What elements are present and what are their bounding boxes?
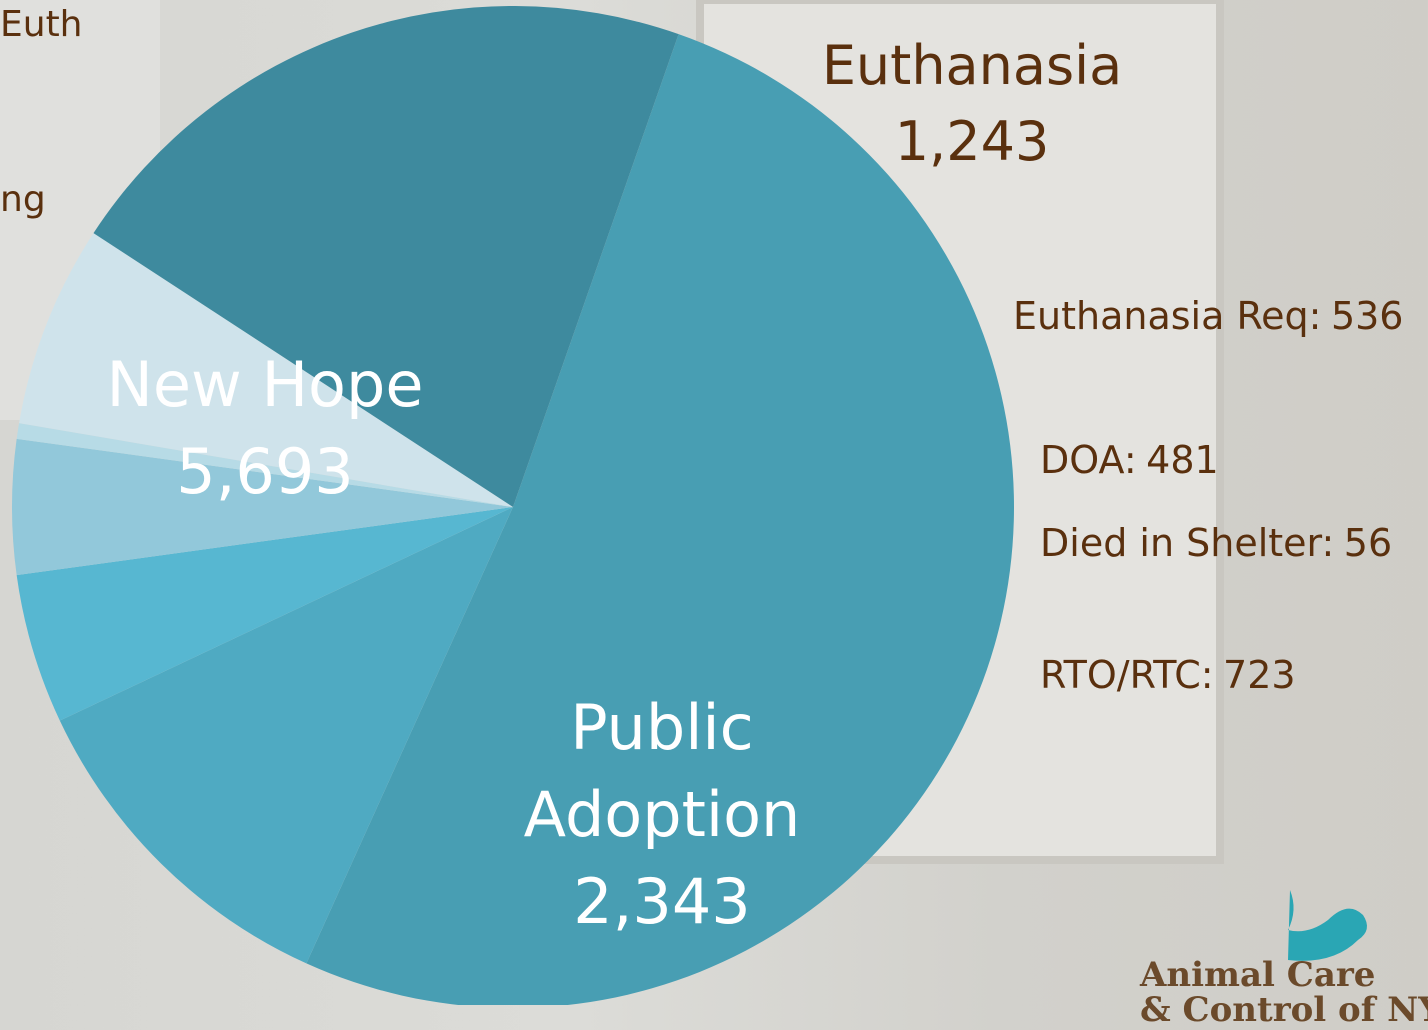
cropped-label: ng [0, 179, 46, 220]
slice-label: Euthanasia Req: 536 [1013, 290, 1403, 343]
pie-slice [16, 423, 514, 507]
slice-label: Died in Shelter: 56 [1040, 517, 1392, 570]
category-label: Died in Shelter: [1040, 521, 1335, 565]
category-label: Euthanasia [821, 34, 1123, 97]
slice-label: DOA: 481 [1040, 434, 1219, 487]
slice-label: Public Adoption 2,343 [502, 685, 822, 945]
pie-slice [59, 507, 514, 964]
pie-chart [11, 6, 1014, 1005]
value-label: 723 [1223, 653, 1296, 697]
category-label: Public Adoption [523, 691, 801, 851]
slice-label: New Hope 5,693 [55, 342, 475, 516]
category-label: New Hope [106, 348, 424, 421]
category-label: RTO/RTC: [1040, 653, 1214, 697]
value-label: 56 [1343, 521, 1393, 565]
logo-dog [1288, 890, 1367, 961]
pie-slice [19, 233, 513, 507]
slice-label: Euthanasia 1,243 [762, 28, 1182, 179]
pie-slice [16, 507, 513, 721]
value-label: 536 [1330, 294, 1404, 338]
cropped-label: Euth [0, 4, 83, 45]
value-label: 5,693 [176, 434, 354, 508]
value-label: 481 [1146, 438, 1219, 482]
pie-slice [306, 34, 1014, 1005]
slice-label: RTO/RTC: 723 [1040, 649, 1296, 702]
category-label: Euthanasia Req: [1013, 294, 1322, 338]
value-label: 1,243 [894, 109, 1050, 173]
pie-slice [93, 6, 679, 508]
logo-text: & Control of NYC [1140, 990, 1428, 1030]
value-label: 2,343 [573, 864, 751, 938]
category-label: DOA: [1040, 438, 1137, 482]
pie-slice [11, 438, 513, 576]
logo-text: Animal Care [1140, 955, 1376, 995]
